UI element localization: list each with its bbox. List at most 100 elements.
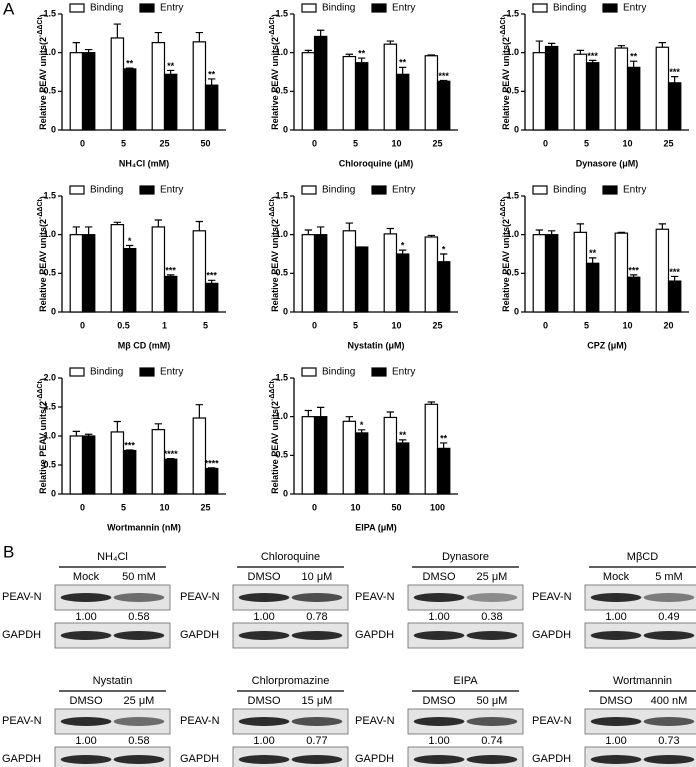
bar (151, 429, 166, 495)
x-tick-label: 50 (391, 502, 401, 512)
bar (655, 46, 670, 131)
y-tick-label: 1.5 (43, 401, 56, 411)
band-ratio: 1.00 (605, 735, 626, 747)
significance-label: *** (587, 51, 598, 61)
legend-label: Binding (90, 367, 123, 378)
bar (151, 226, 166, 313)
band-ratio: 1.00 (75, 611, 96, 623)
band-ratio: 0.58 (128, 735, 149, 747)
error-bar (84, 226, 93, 235)
error-bar (72, 226, 81, 235)
blot-band (413, 755, 465, 764)
bar (301, 52, 316, 131)
y-axis-label-part: -ΔΔCt (269, 199, 276, 219)
bar (151, 42, 166, 131)
legend-label: Entry (392, 3, 415, 14)
error-bar (345, 53, 354, 57)
bar (122, 449, 137, 495)
bar (544, 45, 559, 131)
y-tick-label: 0.5 (506, 86, 519, 96)
y-axis-label-part: -ΔΔCt (269, 381, 276, 401)
y-tick-label: 1.0 (43, 229, 56, 239)
bar (110, 224, 125, 313)
legend-swatch (301, 185, 317, 195)
significance-label: *** (669, 267, 680, 277)
x-tick-label: 25 (200, 502, 210, 512)
error-bar (195, 404, 204, 419)
bar (532, 52, 547, 131)
bar (383, 233, 398, 313)
y-tick-label: 1.0 (506, 47, 519, 57)
blot-band (60, 717, 112, 726)
blot-title: MβCD (627, 551, 658, 563)
x-axis-label: EIPA (μM) (355, 522, 397, 532)
significance-label: ** (440, 433, 448, 443)
x-axis-label: CPZ (μM) (587, 340, 627, 350)
error-bar (207, 78, 216, 86)
bar (614, 232, 629, 313)
bar (667, 280, 682, 313)
legend-swatch (371, 3, 387, 13)
x-tick-label: 5 (353, 320, 358, 330)
bar (667, 82, 682, 131)
x-tick-label: 5 (584, 320, 589, 330)
x-tick-label: 5 (203, 320, 208, 330)
y-tick-label: 0.5 (43, 459, 56, 469)
blot-row-label: PEAV-N (355, 715, 395, 727)
error-bar (535, 229, 544, 235)
blot-title: Chlorpromazine (252, 675, 330, 687)
error-bar (316, 406, 325, 417)
legend-swatch (69, 185, 85, 195)
blot-band (466, 755, 518, 764)
blot-band (590, 755, 642, 764)
lane-label: 400 nM (651, 695, 688, 707)
y-axis-label-part: -ΔΔCt (37, 199, 44, 219)
error-bar (427, 401, 436, 405)
blot-band (590, 631, 642, 640)
y-axis-label-part: ) (38, 378, 48, 381)
bar (424, 55, 439, 131)
error-bar (154, 31, 163, 43)
legend-swatch (139, 367, 155, 377)
y-tick-label: 1.0 (275, 47, 288, 57)
blot-band (590, 717, 642, 726)
y-tick-label: 0 (51, 306, 56, 316)
x-tick-label: 25 (432, 320, 442, 330)
bar (354, 62, 369, 131)
bar (342, 420, 357, 495)
legend-swatch (301, 3, 317, 13)
blot-band (291, 755, 343, 764)
y-tick-label: 1.0 (43, 430, 56, 440)
bar (192, 41, 207, 131)
y-tick-label: 0 (51, 124, 56, 134)
y-axis-label-part: Relative PEAV units(2 (501, 219, 511, 312)
bar (192, 230, 207, 313)
bar (573, 231, 588, 313)
blot-band (113, 755, 165, 764)
x-tick-label: 10 (391, 138, 401, 148)
error-bar (629, 274, 638, 278)
bar (585, 62, 600, 131)
y-tick-label: 1.0 (275, 411, 288, 421)
y-tick-label: 0.5 (43, 268, 56, 278)
blot-title: Dynasore (442, 551, 489, 563)
significance-label: **** (205, 458, 220, 468)
bar (395, 442, 410, 495)
bar (163, 275, 178, 313)
blot-band (238, 631, 290, 640)
y-axis-label-part: ) (270, 14, 280, 17)
legend-label: Entry (623, 3, 646, 14)
bar (585, 262, 600, 313)
blot-title: Wortmannin (613, 675, 672, 687)
band-ratio: 1.00 (253, 735, 274, 747)
bar (301, 416, 316, 495)
x-axis-label: NH₄Cl (mM) (119, 158, 169, 168)
legend-swatch (602, 3, 618, 13)
error-bar (576, 223, 585, 233)
blot-band (60, 631, 112, 640)
blot-band (113, 631, 165, 640)
bar (436, 447, 451, 495)
significance-label: * (360, 420, 364, 430)
y-tick-label: 1.0 (43, 47, 56, 57)
x-axis-label: Mβ CD (mM) (118, 340, 170, 350)
